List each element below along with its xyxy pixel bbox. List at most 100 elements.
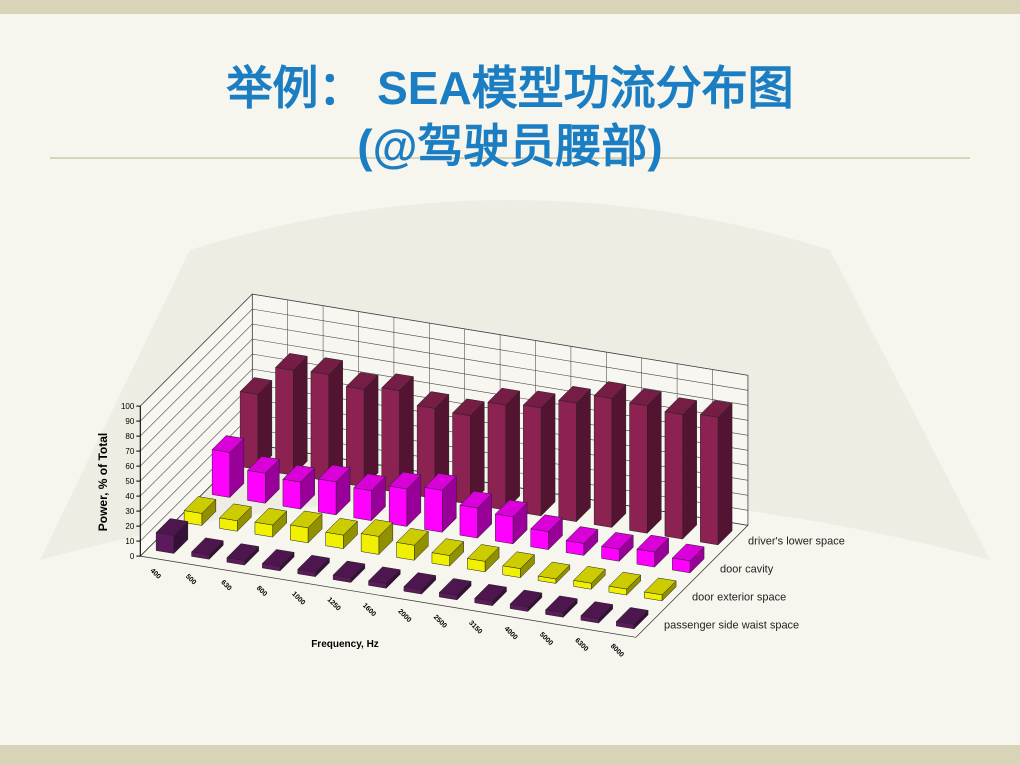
bar-top bbox=[431, 538, 465, 556]
x-tick-label: 5000 bbox=[538, 631, 554, 647]
bar-top bbox=[502, 551, 535, 569]
bar bbox=[522, 390, 556, 517]
x-tick-label: 1600 bbox=[361, 602, 377, 618]
bar-top bbox=[282, 464, 316, 483]
bar-side bbox=[363, 374, 379, 488]
bar bbox=[155, 518, 189, 555]
bar bbox=[424, 473, 457, 533]
bar-side bbox=[611, 383, 627, 529]
bar-top bbox=[573, 566, 606, 584]
series-label: door exterior space bbox=[692, 592, 786, 604]
bar bbox=[452, 398, 485, 505]
bar bbox=[593, 381, 627, 529]
series-label: driver's lower space bbox=[748, 536, 845, 548]
title: 举例： SEA模型功流分布图 bbox=[226, 62, 794, 114]
bar bbox=[573, 566, 606, 590]
bar-front bbox=[459, 504, 478, 539]
bar bbox=[226, 543, 260, 566]
bar-top bbox=[593, 381, 627, 399]
x-tick-label: 400 bbox=[149, 567, 162, 580]
bar-top bbox=[183, 496, 217, 514]
bar-front bbox=[664, 411, 683, 540]
bar-front bbox=[388, 485, 408, 527]
bar-top bbox=[671, 543, 705, 562]
bar-front bbox=[424, 487, 443, 533]
bar-top bbox=[537, 561, 571, 580]
bar-top bbox=[211, 435, 245, 453]
bar-top bbox=[509, 589, 543, 608]
bar bbox=[558, 385, 591, 523]
bar bbox=[261, 549, 295, 572]
bar-side bbox=[257, 379, 273, 471]
y-tick-label: 90 bbox=[125, 417, 134, 426]
bar bbox=[368, 566, 401, 589]
bar-top bbox=[396, 528, 429, 546]
bar-top bbox=[580, 601, 614, 619]
bar bbox=[297, 554, 330, 578]
bar-front bbox=[495, 513, 514, 545]
bar bbox=[474, 583, 507, 607]
bar-top bbox=[601, 532, 634, 550]
bar-front bbox=[629, 402, 648, 534]
bar-side bbox=[540, 393, 556, 517]
bar-side bbox=[293, 355, 308, 476]
bar-top bbox=[565, 526, 599, 544]
bar-top bbox=[487, 387, 521, 406]
x-tick-label: 500 bbox=[184, 573, 197, 586]
bar-side bbox=[576, 388, 591, 523]
bar-top bbox=[297, 554, 330, 573]
bar-top bbox=[368, 566, 401, 585]
bar bbox=[530, 514, 563, 551]
bar bbox=[332, 560, 366, 584]
x-tick-label: 3150 bbox=[467, 620, 483, 636]
grid-line bbox=[140, 308, 748, 422]
x-tick-label: 6300 bbox=[573, 637, 589, 653]
y-tick-label: 50 bbox=[125, 477, 134, 486]
bar-top bbox=[438, 578, 472, 596]
bar bbox=[191, 537, 224, 560]
bar-top bbox=[643, 577, 677, 596]
grid-line bbox=[140, 293, 748, 407]
y-tick-label: 0 bbox=[130, 552, 135, 561]
bar bbox=[608, 571, 642, 596]
bar-top bbox=[275, 353, 308, 371]
y-tick-label: 60 bbox=[125, 462, 134, 471]
bar bbox=[664, 397, 698, 540]
bar-front bbox=[523, 404, 542, 517]
bar-front bbox=[558, 399, 577, 522]
bar bbox=[636, 534, 670, 568]
bar-top bbox=[360, 519, 394, 537]
bar-front bbox=[593, 395, 613, 528]
bar bbox=[247, 456, 280, 504]
bar-top bbox=[424, 473, 457, 491]
bar bbox=[509, 589, 543, 613]
bar bbox=[388, 471, 422, 528]
bar bbox=[254, 507, 288, 538]
bar-top bbox=[261, 549, 295, 567]
bar-front bbox=[310, 371, 329, 482]
y-tick-label: 10 bbox=[125, 537, 134, 546]
y-axis-title: Power, % of Total bbox=[96, 433, 110, 531]
x-axis-title: Frequency, Hz bbox=[311, 639, 379, 650]
bar bbox=[643, 577, 677, 602]
bar bbox=[275, 353, 308, 476]
y-tick-label: 30 bbox=[125, 507, 134, 516]
bar bbox=[310, 357, 344, 482]
bar bbox=[629, 388, 662, 534]
series-label: door cavity bbox=[720, 564, 774, 576]
bar-top bbox=[452, 398, 485, 417]
bar-front bbox=[353, 487, 372, 521]
bar bbox=[360, 519, 394, 556]
x-tick-label: 2000 bbox=[396, 608, 412, 624]
bar-side bbox=[717, 402, 733, 546]
x-tick-label: 4000 bbox=[503, 625, 519, 641]
bar bbox=[289, 510, 323, 544]
bar bbox=[317, 464, 351, 516]
bar bbox=[438, 578, 472, 601]
y-tick-label: 20 bbox=[125, 522, 134, 531]
bar-top bbox=[247, 456, 280, 474]
bar bbox=[211, 435, 245, 499]
bar bbox=[183, 496, 217, 527]
